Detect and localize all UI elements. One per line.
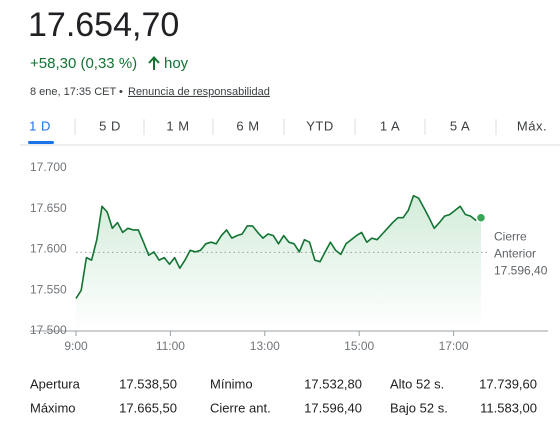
stat-label: Bajo 52 s. xyxy=(390,400,448,415)
tab-underline xyxy=(28,141,54,144)
last-point xyxy=(475,212,487,223)
up-arrow xyxy=(148,56,160,70)
change: +58,30 (0,33 %) xyxy=(30,55,137,72)
stat-value: 17.596,40 xyxy=(304,400,362,415)
reference-label: Anterior xyxy=(494,247,536,261)
x-tick-label: 17:00 xyxy=(439,339,469,353)
stat-value: 11.583,00 xyxy=(480,400,537,415)
stat-label: Mínimo xyxy=(210,376,253,391)
range-tab[interactable]: 5 A xyxy=(450,118,470,133)
stat-value: 17.665,50 xyxy=(119,400,177,415)
stat-label: Alto 52 s. xyxy=(390,376,444,391)
range-tab[interactable]: 5 D xyxy=(99,118,121,133)
stat-label: Apertura xyxy=(30,376,81,391)
y-tick-label: 17.500 xyxy=(30,323,67,337)
x-tick-label: 11:00 xyxy=(156,339,185,353)
range-tab[interactable]: 1 M xyxy=(166,118,189,133)
range-tab[interactable]: YTD xyxy=(306,118,334,133)
stat-value: 17.538,50 xyxy=(119,376,177,391)
y-tick-label: 17.550 xyxy=(30,282,67,296)
stat-label: Cierre ant. xyxy=(210,400,271,415)
timestamp: 8 ene, 17:35 CET xyxy=(30,86,117,98)
range-tab[interactable]: 1 A xyxy=(380,118,400,133)
y-tick-label: 17.700 xyxy=(30,160,67,174)
y-tick-label: 17.600 xyxy=(30,242,67,256)
disclaimer-link[interactable]: Renuncia de responsabilidad xyxy=(128,86,270,98)
reference-label: Cierre xyxy=(494,230,527,244)
x-tick-label: 15:00 xyxy=(344,339,374,353)
period: hoy xyxy=(164,55,189,72)
range-tab[interactable]: 1 D xyxy=(29,118,51,133)
price-line xyxy=(75,194,482,299)
x-tick-label: 13:00 xyxy=(250,339,280,353)
x-tick-label: 9:00 xyxy=(64,339,88,353)
price: 17.654,70 xyxy=(28,6,179,44)
stat-value: 17.532,80 xyxy=(304,376,362,391)
stat-label: Máximo xyxy=(30,400,76,415)
y-tick-label: 17.650 xyxy=(30,201,67,215)
range-tab[interactable]: Máx. xyxy=(517,118,547,133)
reference-value: 17.596,40 xyxy=(494,264,548,278)
range-tab[interactable]: 6 M xyxy=(236,118,259,133)
separator: • xyxy=(119,86,123,98)
stat-value: 17.739,60 xyxy=(479,376,537,391)
area-fill xyxy=(76,195,481,331)
